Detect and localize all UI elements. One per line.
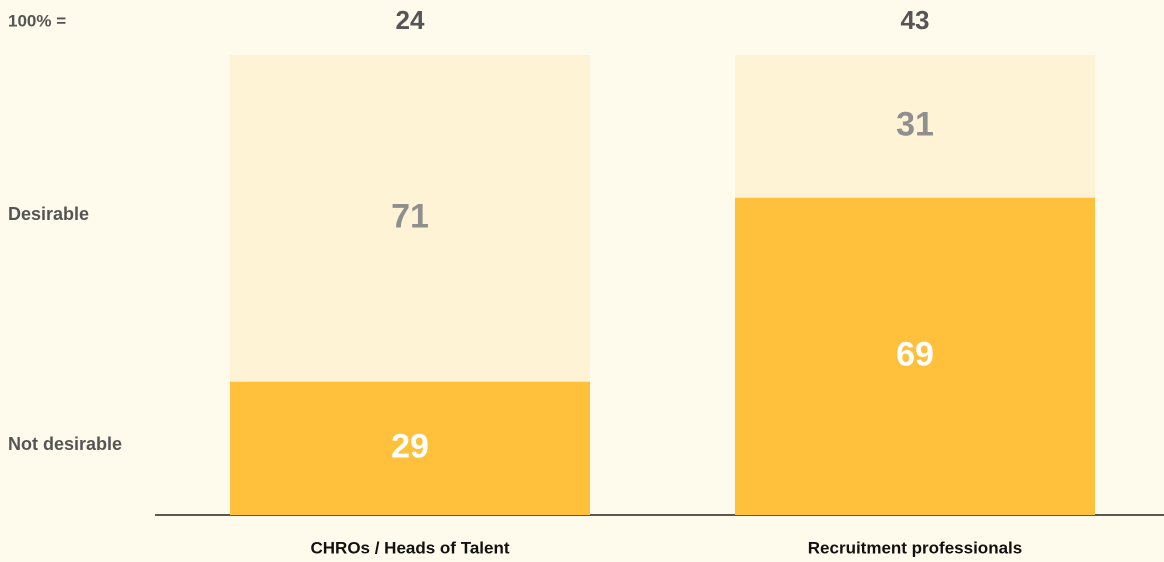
totals-label: 100% = bbox=[8, 11, 66, 30]
bar-segment bbox=[230, 55, 590, 382]
bar-segment bbox=[735, 55, 1095, 198]
legend-label: Not desirable bbox=[8, 434, 122, 454]
bar-segment bbox=[230, 381, 590, 515]
total-label: 43 bbox=[901, 5, 930, 35]
legend-label: Desirable bbox=[8, 204, 89, 224]
bar-segment bbox=[735, 197, 1095, 515]
x-tick-label: CHROs / Heads of Talent bbox=[311, 538, 510, 557]
data-label: 29 bbox=[391, 427, 429, 465]
x-tick-label: Recruitment professionals bbox=[808, 538, 1022, 557]
data-label: 31 bbox=[896, 105, 934, 143]
data-label: 71 bbox=[391, 197, 429, 235]
data-label: 69 bbox=[896, 335, 934, 373]
total-label: 24 bbox=[396, 5, 425, 35]
